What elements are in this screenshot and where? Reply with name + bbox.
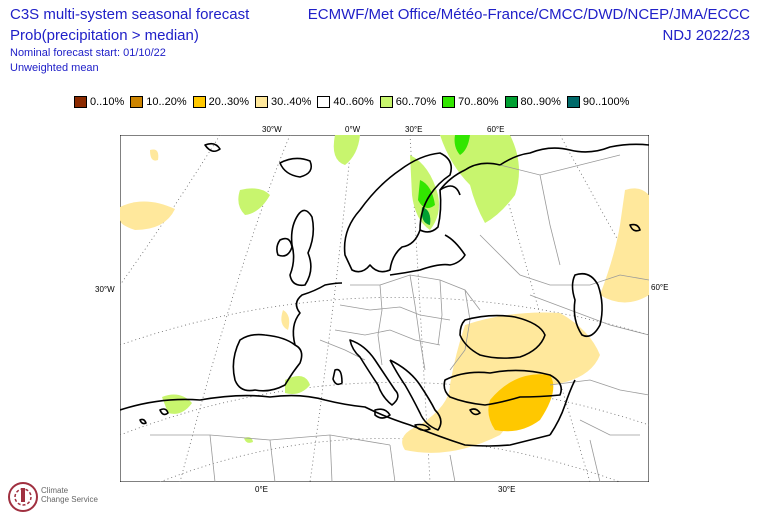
- models-list: ECMWF/Met Office/Météo-France/CMCC/DWD/N…: [307, 6, 750, 23]
- coastlines: [120, 142, 649, 447]
- legend-item: 0..10%: [74, 96, 124, 108]
- lat-label-right: 60°E: [651, 283, 669, 292]
- legend-label: 20..30%: [208, 96, 249, 108]
- legend-label: 60..70%: [395, 96, 437, 108]
- legend-label: 10..20%: [146, 96, 187, 108]
- legend-label: 40..60%: [333, 96, 374, 108]
- lon-label-top-30e: 30°E: [405, 125, 423, 134]
- map-subtitle: Prob(precipitation > median): [10, 27, 199, 44]
- legend-label: 0..10%: [90, 96, 125, 108]
- legend-label: 70..80%: [458, 96, 499, 108]
- prob-80-90-areas: [421, 207, 431, 225]
- lon-label-top-30w: 30°W: [262, 125, 282, 134]
- legend-label: 30..40%: [271, 96, 312, 108]
- legend-swatch: [442, 96, 456, 108]
- mean-note: Unweighted mean: [10, 62, 99, 74]
- legend-item: 20..30%: [192, 96, 249, 108]
- legend-label: 90..100%: [582, 96, 630, 108]
- legend-item: 60..70%: [379, 96, 437, 108]
- legend-item: 10..20%: [130, 96, 187, 108]
- forecast-start-note: Nominal forecast start: 01/10/22: [10, 47, 166, 59]
- legend-item: 40..60%: [317, 96, 374, 108]
- season-label: NDJ 2022/23: [662, 27, 750, 44]
- legend-swatch: [504, 96, 518, 108]
- legend-swatch: [255, 96, 268, 108]
- europe-probability-map: [120, 135, 649, 482]
- legend-swatch: [317, 96, 331, 108]
- legend-item: 80..90%: [504, 96, 561, 108]
- lat-label-left: 30°W: [95, 285, 115, 294]
- lon-label-top-0w: 0°W: [345, 125, 361, 134]
- prob-20-30-areas: [488, 374, 554, 432]
- legend-swatch: [566, 96, 580, 108]
- legend-item: 90..100%: [566, 96, 630, 108]
- lon-label-bottom-30e: 30°E: [498, 485, 516, 494]
- legend: 0..10% 10..20% 20..30% 30..40% 40..60% 6…: [74, 96, 635, 108]
- logo-text: Climate Change Service: [41, 486, 98, 504]
- prob-30-40-areas: [120, 149, 649, 453]
- logo-line-2: Change Service: [41, 495, 98, 504]
- legend-swatch: [74, 96, 87, 108]
- legend-swatch: [192, 96, 206, 108]
- copernicus-logo-icon: [8, 482, 38, 512]
- legend-label: 80..90%: [520, 96, 561, 108]
- legend-swatch: [130, 96, 144, 108]
- lon-label-top-60e: 60°E: [487, 125, 505, 134]
- legend-item: 30..40%: [255, 96, 311, 108]
- prob-70-80-areas: [418, 135, 470, 209]
- logo-line-1: Climate: [41, 486, 69, 495]
- legend-swatch: [379, 96, 393, 108]
- map-title: C3S multi-system seasonal forecast: [10, 6, 250, 23]
- legend-item: 70..80%: [442, 96, 499, 108]
- lon-label-bottom-0e: 0°E: [255, 485, 268, 494]
- country-borders: [150, 154, 649, 482]
